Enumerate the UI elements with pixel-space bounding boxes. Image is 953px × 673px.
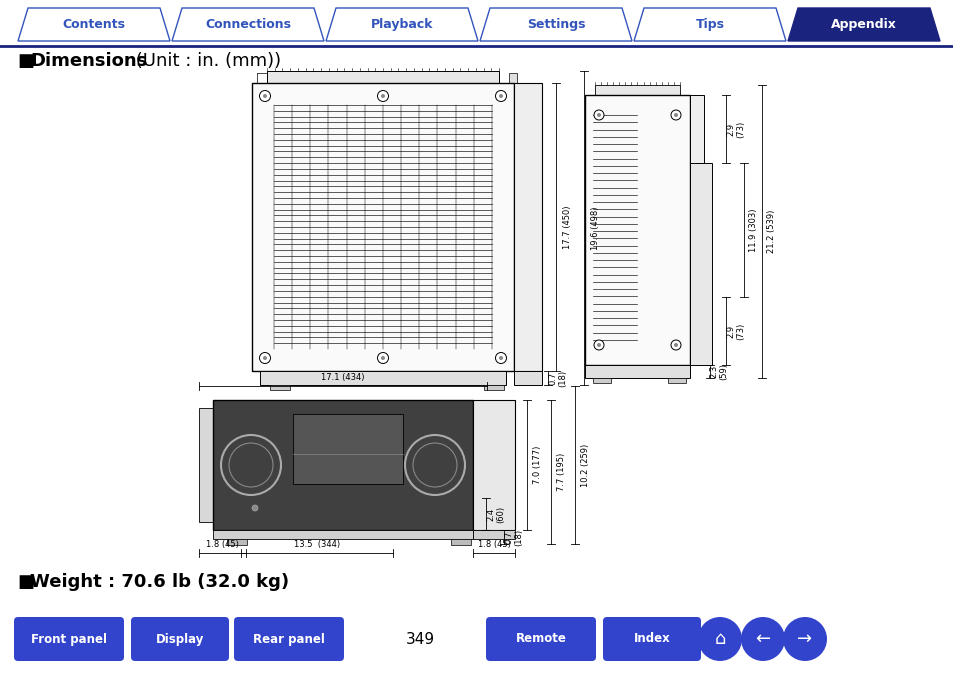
Circle shape	[495, 90, 506, 102]
Bar	[293, 414, 402, 484]
Text: ←: ←	[755, 630, 770, 648]
Text: 21.2 (539): 21.2 (539)	[767, 210, 776, 253]
Circle shape	[673, 343, 678, 347]
FancyBboxPatch shape	[131, 617, 229, 661]
Text: 7.0 (177): 7.0 (177)	[533, 446, 542, 484]
Circle shape	[377, 90, 388, 102]
Circle shape	[252, 505, 257, 511]
Text: 0.7
(18): 0.7 (18)	[504, 528, 523, 546]
Polygon shape	[634, 8, 785, 41]
Text: Tips: Tips	[695, 18, 723, 31]
Bar	[227, 539, 247, 545]
Text: →: →	[797, 630, 812, 648]
Bar	[213, 530, 473, 539]
FancyBboxPatch shape	[14, 617, 124, 661]
Circle shape	[263, 356, 267, 360]
Circle shape	[377, 353, 388, 363]
Text: 11.9 (303): 11.9 (303)	[749, 208, 758, 252]
Text: 19.6 (498): 19.6 (498)	[591, 206, 599, 250]
Bar	[689, 163, 711, 365]
Bar	[473, 530, 515, 539]
Circle shape	[263, 94, 267, 98]
Circle shape	[380, 94, 385, 98]
Bar	[199, 408, 213, 522]
Circle shape	[594, 340, 603, 350]
Text: Front panel: Front panel	[30, 633, 107, 645]
Bar	[509, 73, 517, 83]
Polygon shape	[787, 8, 939, 41]
Text: 2.3
(59): 2.3 (59)	[709, 363, 728, 380]
Bar	[213, 400, 473, 530]
Bar	[252, 83, 514, 371]
Text: ■: ■	[18, 52, 41, 70]
Text: (Unit : in. (mm)): (Unit : in. (mm))	[130, 52, 281, 70]
Bar	[260, 371, 505, 385]
Circle shape	[673, 113, 678, 117]
FancyBboxPatch shape	[602, 617, 700, 661]
Circle shape	[740, 617, 784, 661]
Circle shape	[597, 113, 600, 117]
Polygon shape	[326, 8, 477, 41]
Text: 10.2 (259): 10.2 (259)	[581, 444, 590, 487]
Bar	[514, 371, 541, 385]
Bar	[473, 408, 486, 522]
Circle shape	[782, 617, 826, 661]
Bar	[584, 95, 689, 365]
Bar	[667, 378, 685, 383]
Bar	[483, 385, 503, 390]
Text: 17.7 (450): 17.7 (450)	[563, 205, 572, 249]
Text: 2.9
(73): 2.9 (73)	[725, 120, 745, 137]
Circle shape	[259, 353, 271, 363]
Text: 349: 349	[405, 631, 435, 647]
Text: 2.4
(60): 2.4 (60)	[486, 505, 505, 522]
Circle shape	[594, 110, 603, 120]
Bar	[595, 85, 679, 95]
Circle shape	[670, 340, 680, 350]
FancyBboxPatch shape	[233, 617, 344, 661]
Text: Weight : 70.6 lb (32.0 kg): Weight : 70.6 lb (32.0 kg)	[30, 573, 289, 591]
Circle shape	[495, 353, 506, 363]
Polygon shape	[479, 8, 631, 41]
Circle shape	[498, 94, 502, 98]
Circle shape	[380, 356, 385, 360]
Text: Appendix: Appendix	[830, 18, 896, 31]
Bar	[473, 400, 515, 530]
Text: 17.1 (434): 17.1 (434)	[321, 374, 364, 382]
Circle shape	[259, 90, 271, 102]
Circle shape	[597, 343, 600, 347]
Bar	[689, 95, 703, 163]
Text: Rear panel: Rear panel	[253, 633, 325, 645]
Bar	[451, 539, 471, 545]
Bar	[270, 385, 290, 390]
Polygon shape	[172, 8, 324, 41]
FancyBboxPatch shape	[485, 617, 596, 661]
Bar	[593, 378, 610, 383]
Polygon shape	[18, 8, 170, 41]
Text: Remote: Remote	[515, 633, 566, 645]
Text: Playback: Playback	[371, 18, 433, 31]
Text: Display: Display	[155, 633, 204, 645]
Text: 2.9
(73): 2.9 (73)	[725, 322, 745, 340]
Bar	[267, 71, 498, 83]
Bar	[514, 83, 541, 371]
Text: Settings: Settings	[526, 18, 584, 31]
Text: Connections: Connections	[205, 18, 291, 31]
Text: Index: Index	[633, 633, 670, 645]
Text: Dimensions: Dimensions	[30, 52, 147, 70]
Circle shape	[670, 110, 680, 120]
Text: 1.8 (45): 1.8 (45)	[206, 540, 238, 549]
Text: ⌂: ⌂	[714, 630, 725, 648]
Text: 7.7 (195): 7.7 (195)	[557, 453, 566, 491]
Text: 0.7
(18): 0.7 (18)	[548, 369, 567, 386]
Text: ■: ■	[18, 573, 41, 591]
Text: Contents: Contents	[63, 18, 126, 31]
Circle shape	[498, 356, 502, 360]
Text: 1.8 (45): 1.8 (45)	[477, 540, 510, 549]
Text: 13.5  (344): 13.5 (344)	[294, 540, 339, 549]
Bar	[584, 365, 689, 378]
Circle shape	[698, 617, 741, 661]
